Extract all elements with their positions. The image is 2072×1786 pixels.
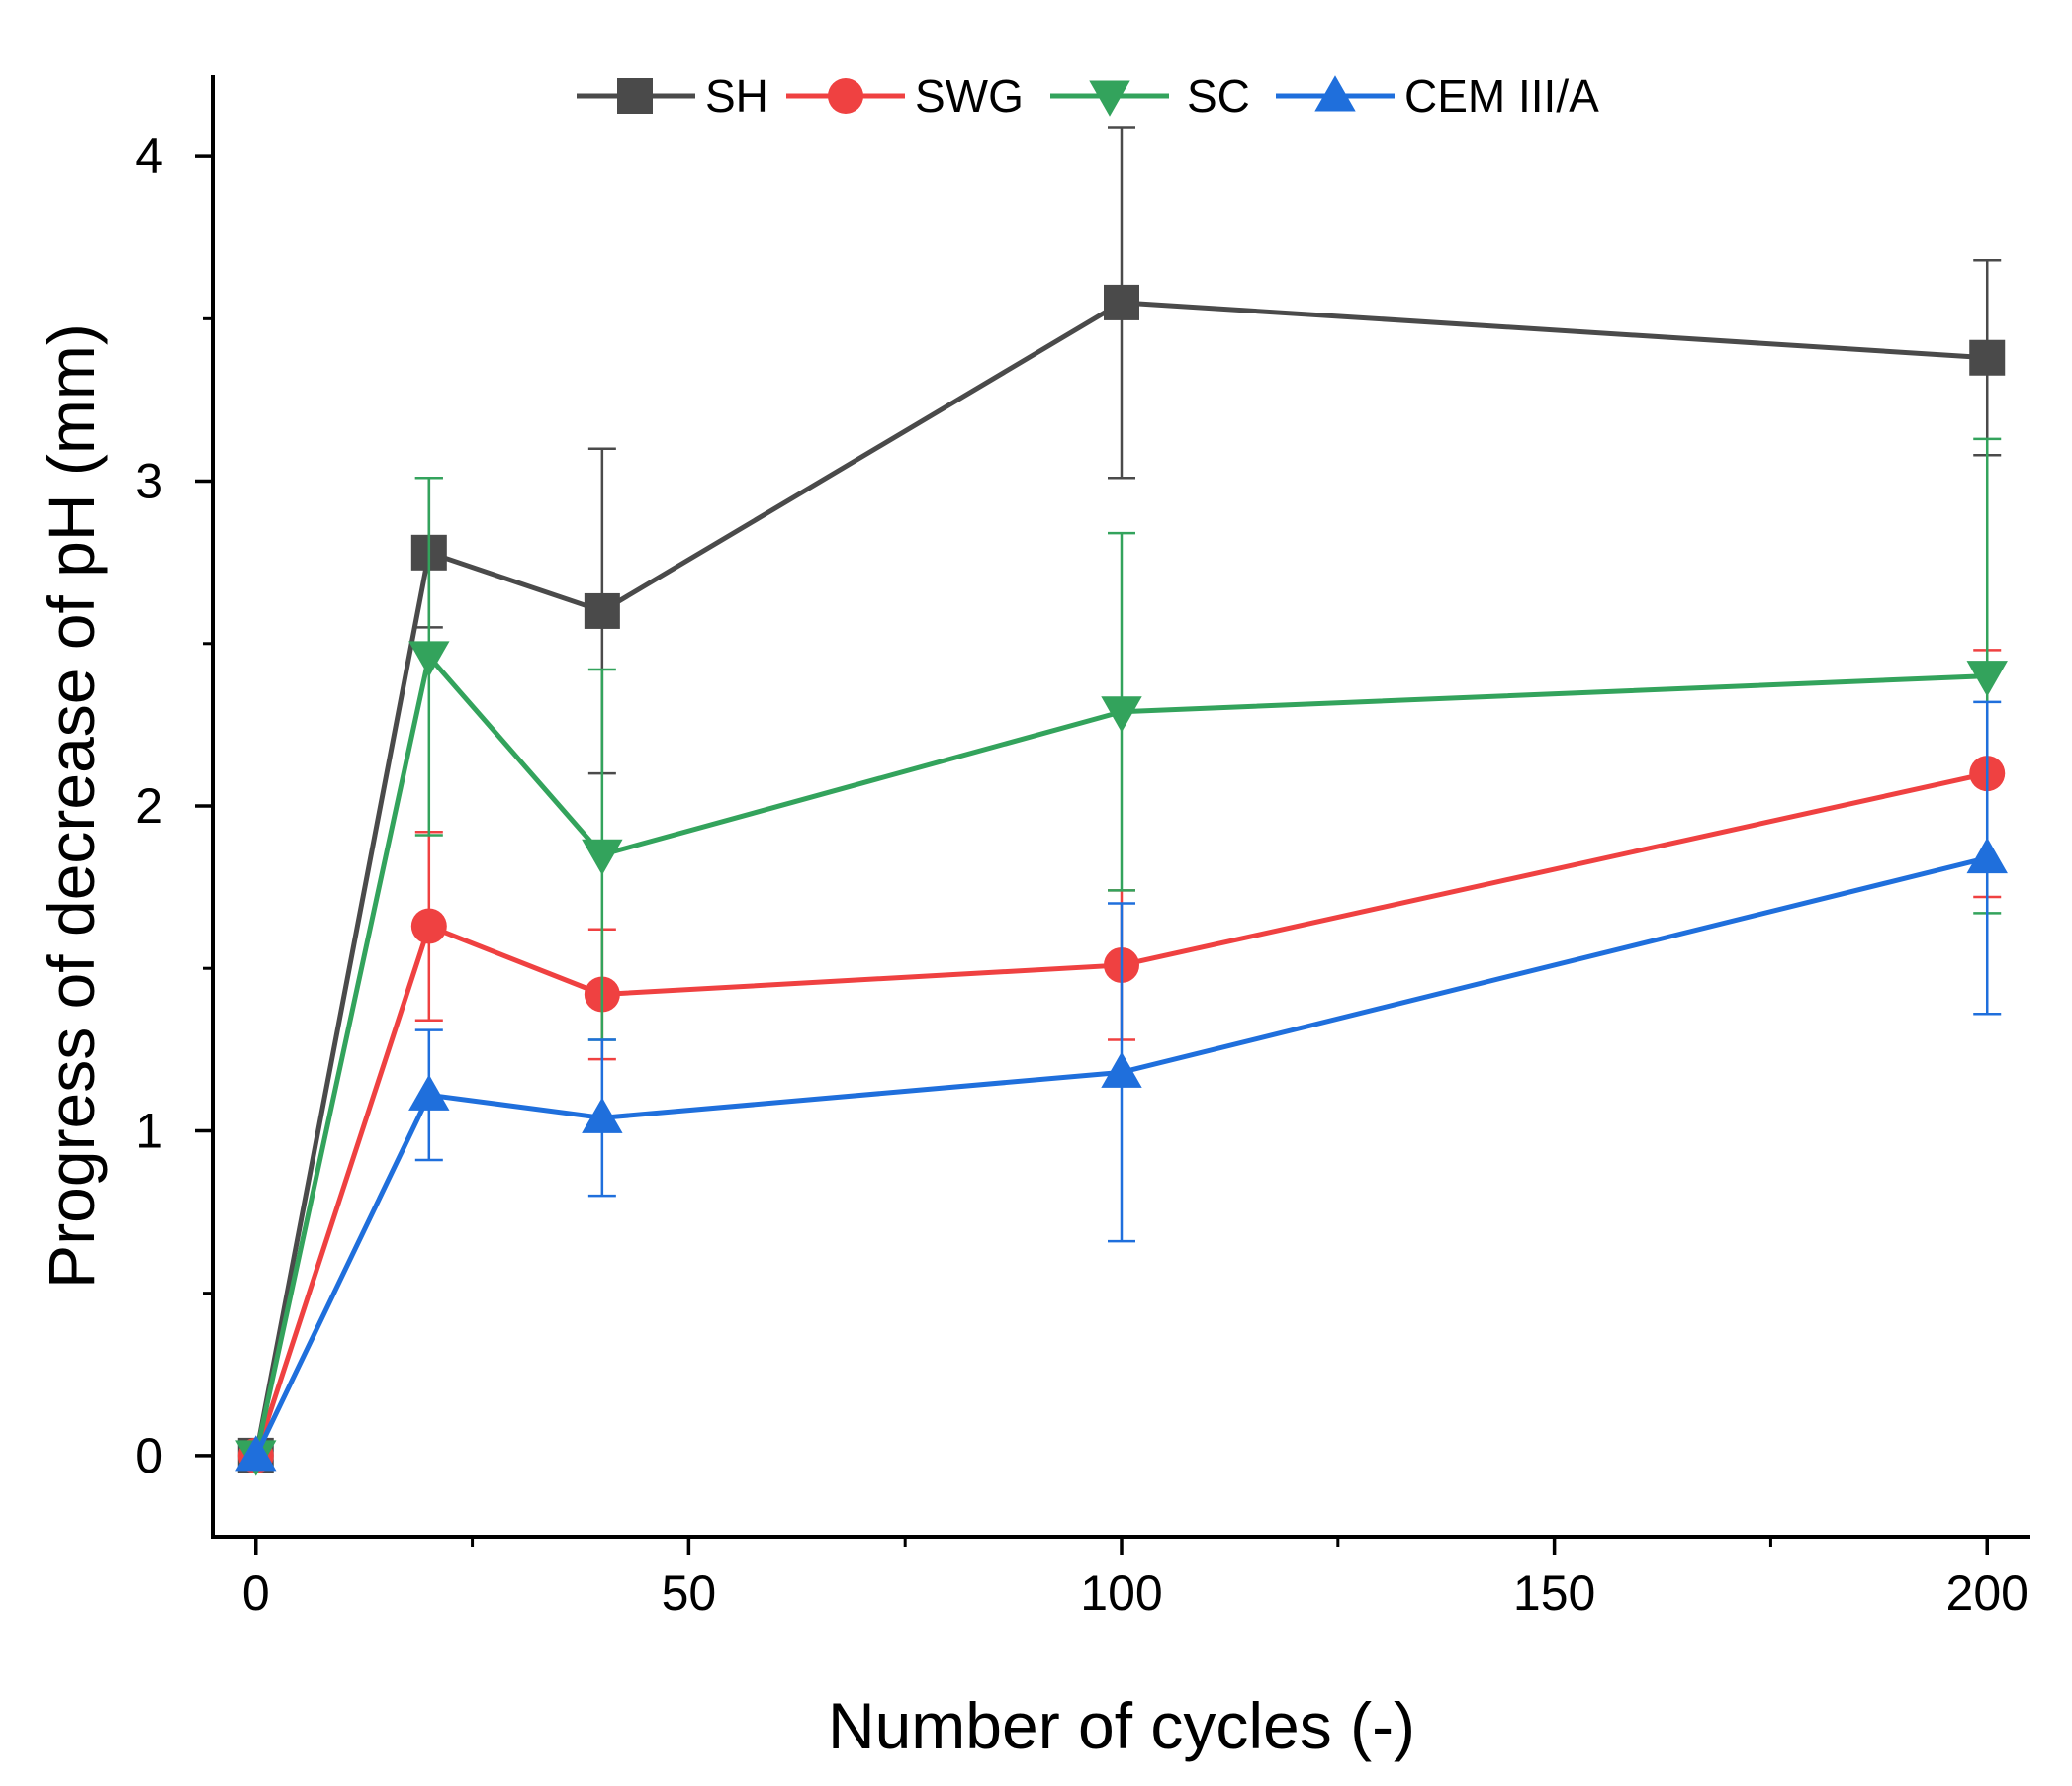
legend-marker bbox=[828, 78, 863, 114]
x-axis-title: Number of cycles (-) bbox=[828, 1689, 1415, 1762]
data-point bbox=[582, 839, 623, 875]
legend-label: SC bbox=[1187, 70, 1250, 122]
series-cem-iii-a bbox=[235, 700, 2008, 1472]
data-point bbox=[1104, 284, 1139, 320]
data-point bbox=[1966, 837, 2008, 874]
data-point bbox=[582, 1097, 623, 1133]
x-tick-label: 100 bbox=[1080, 1565, 1162, 1621]
data-point bbox=[1969, 339, 2006, 376]
data-point bbox=[235, 1435, 277, 1472]
legend-marker bbox=[1314, 75, 1356, 112]
x-tick-label: 50 bbox=[662, 1565, 717, 1621]
legend-item-sc: SC bbox=[1050, 70, 1250, 122]
legend-marker bbox=[617, 78, 653, 114]
legend-label: SH bbox=[705, 70, 768, 122]
y-tick-label: 1 bbox=[135, 1103, 163, 1158]
data-point bbox=[1966, 661, 2008, 697]
axes: 0 50 100 150 200 0 1 2 3 4 bbox=[135, 75, 2030, 1621]
legend-item-sh: SH bbox=[577, 70, 768, 122]
data-point bbox=[584, 592, 620, 629]
series-sc bbox=[235, 437, 2008, 1476]
y-tick-label: 3 bbox=[135, 454, 163, 509]
x-tick-label: 200 bbox=[1946, 1565, 2028, 1621]
plot-area bbox=[235, 126, 2008, 1476]
legend-item-cem-iii-a: CEM III/A bbox=[1276, 70, 1599, 122]
y-tick-label: 0 bbox=[135, 1428, 163, 1483]
legend-label: SWG bbox=[915, 70, 1024, 122]
data-point bbox=[1101, 1051, 1142, 1088]
legend-item-swg: SWG bbox=[786, 70, 1024, 122]
legend: SH SWG SC CEM III/A bbox=[577, 70, 1599, 122]
y-axis-title: Progress of decrease of pH (mm) bbox=[35, 323, 108, 1289]
legend-label: CEM III/A bbox=[1404, 70, 1599, 122]
data-point bbox=[410, 908, 447, 944]
data-point bbox=[408, 641, 450, 677]
y-tick-label: 2 bbox=[135, 778, 163, 834]
y-tick-label: 4 bbox=[135, 129, 163, 184]
legend-marker bbox=[1089, 80, 1130, 117]
data-point bbox=[408, 1074, 450, 1111]
data-point bbox=[1101, 696, 1142, 733]
x-tick-label: 0 bbox=[242, 1565, 270, 1621]
x-tick-label: 150 bbox=[1513, 1565, 1595, 1621]
